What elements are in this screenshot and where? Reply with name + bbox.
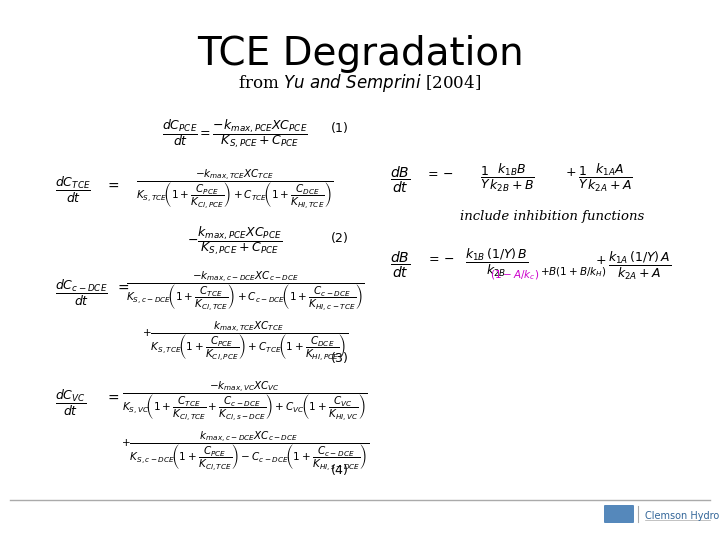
Text: $(3)$: $(3)$ — [330, 350, 348, 365]
Text: $= -$: $= -$ — [425, 166, 454, 179]
Text: $\dfrac{dB}{dt}$: $\dfrac{dB}{dt}$ — [390, 165, 410, 195]
Text: $=$: $=$ — [105, 178, 120, 192]
Text: $\dfrac{dB}{dt}$: $\dfrac{dB}{dt}$ — [390, 250, 410, 280]
Text: $\dfrac{-k_{max,TCE}XC_{TCE}}{K_{S,TCE}\!\left(1+\dfrac{C_{PCE}}{K_{Cl,PCE}}\rig: $\dfrac{-k_{max,TCE}XC_{TCE}}{K_{S,TCE}\… — [136, 168, 334, 211]
Text: $\dfrac{k_{1B}\,(1/Y)\,B}{k_{2B}}$: $\dfrac{k_{1B}\,(1/Y)\,B}{k_{2B}}$ — [465, 247, 528, 279]
Text: $\dfrac{1}{Y}\dfrac{k_{1B}B}{k_{2B}+B}$: $\dfrac{1}{Y}\dfrac{k_{1B}B}{k_{2B}+B}$ — [480, 162, 534, 194]
FancyBboxPatch shape — [604, 505, 634, 523]
Text: $= -$: $= -$ — [426, 251, 455, 264]
Text: $\dfrac{dC_{VC}}{dt}$: $\dfrac{dC_{VC}}{dt}$ — [55, 388, 86, 418]
Text: $+\dfrac{k_{max,TCE}XC_{TCE}}{K_{S,TCE}\!\left(1+\dfrac{C_{PCE}}{K_{Cl,PCE}}\rig: $+\dfrac{k_{max,TCE}XC_{TCE}}{K_{S,TCE}\… — [142, 320, 348, 363]
Text: Clemson Hydro: Clemson Hydro — [645, 511, 719, 521]
Text: TCE Degradation: TCE Degradation — [197, 35, 523, 73]
Text: $(4)$: $(4)$ — [330, 462, 348, 477]
Text: $(2)$: $(2)$ — [330, 230, 348, 245]
Text: $\dfrac{k_{1A}\,(1/Y)\,A}{k_{2A}+A}$: $\dfrac{k_{1A}\,(1/Y)\,A}{k_{2A}+A}$ — [608, 250, 672, 282]
Text: $+ B(1+B/k_H)$: $+ B(1+B/k_H)$ — [540, 265, 607, 279]
Text: $\dfrac{dC_{PCE}}{dt} = \dfrac{-k_{max,PCE}XC_{PCE}}{K_{S,PCE} + C_{PCE}}$: $\dfrac{dC_{PCE}}{dt} = \dfrac{-k_{max,P… — [162, 118, 308, 151]
Text: $+$: $+$ — [595, 254, 606, 267]
Text: $\dfrac{1}{Y}\dfrac{k_{1A}A}{k_{2A}+A}$: $\dfrac{1}{Y}\dfrac{k_{1A}A}{k_{2A}+A}$ — [578, 162, 633, 194]
Text: $=$: $=$ — [105, 390, 120, 404]
Text: $(1 - A/k_c)$: $(1 - A/k_c)$ — [490, 268, 539, 281]
Text: from $\mathit{Yu\ and\ Semprini}$ [2004]: from $\mathit{Yu\ and\ Semprini}$ [2004] — [238, 72, 482, 94]
Text: $\dfrac{-k_{max,c-DCE}XC_{c-DCE}}{K_{S,c-DCE}\!\left(1+\dfrac{C_{TCE}}{K_{Cl,TCE: $\dfrac{-k_{max,c-DCE}XC_{c-DCE}}{K_{S,c… — [126, 270, 364, 313]
Text: $=$: $=$ — [115, 280, 130, 294]
Text: $+$: $+$ — [565, 166, 576, 179]
Text: $(1)$: $(1)$ — [330, 120, 348, 135]
Text: $+\dfrac{k_{max,c-DCE}XC_{c-DCE}}{K_{S,c-DCE}\!\left(1+\dfrac{C_{PCE}}{K_{Cl,TCE: $+\dfrac{k_{max,c-DCE}XC_{c-DCE}}{K_{S,c… — [121, 430, 369, 474]
Text: include inhibition functions: include inhibition functions — [460, 210, 644, 223]
Text: $-\dfrac{k_{max,PCE}XC_{PCE}}{K_{S,PCE}+C_{PCE}}$: $-\dfrac{k_{max,PCE}XC_{PCE}}{K_{S,PCE}+… — [187, 225, 282, 258]
Text: $\dfrac{-k_{max,VC}XC_{VC}}{K_{S,VC}\!\left(1+\dfrac{C_{TCE}}{K_{Cl,TCE}}+\dfrac: $\dfrac{-k_{max,VC}XC_{VC}}{K_{S,VC}\!\l… — [122, 380, 368, 423]
Text: $\dfrac{dC_{TCE}}{dt}$: $\dfrac{dC_{TCE}}{dt}$ — [55, 175, 91, 205]
Text: $\dfrac{dC_{c-DCE}}{dt}$: $\dfrac{dC_{c-DCE}}{dt}$ — [55, 278, 108, 308]
